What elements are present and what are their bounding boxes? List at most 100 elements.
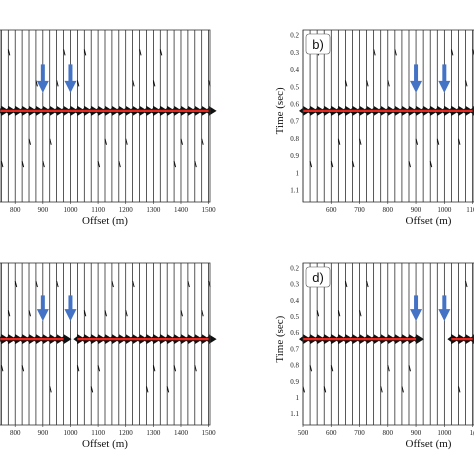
noise-spike: [152, 365, 156, 372]
x-tick-label: 1000: [437, 429, 452, 437]
y-tick-label: 0.9: [290, 152, 299, 160]
y-tick-label: 1.1: [290, 410, 299, 418]
wavelet-trough: [447, 336, 452, 343]
noise-spike: [56, 80, 59, 87]
noise-spike: [111, 280, 114, 288]
noise-spike: [42, 161, 45, 168]
noise-spike: [0, 365, 4, 372]
x-tick-label: 1300: [146, 206, 161, 214]
noise-spike: [366, 280, 369, 288]
noise-spike: [125, 138, 128, 145]
noise-spike: [7, 310, 11, 317]
x-tick-label: 500: [298, 429, 309, 437]
noise-spike: [173, 161, 177, 168]
noise-spike: [359, 310, 362, 317]
x-tick-label: 800: [10, 206, 21, 214]
noise-spike: [194, 161, 197, 168]
noise-spike: [21, 161, 25, 168]
noise-spike: [49, 138, 52, 145]
x-axis-label: Offset (m): [82, 215, 128, 227]
noise-spike: [21, 365, 25, 372]
noise-spike: [90, 386, 94, 393]
x-tick-label: 1400: [174, 429, 189, 437]
x-tick-label: 1000: [63, 429, 78, 437]
panel-label-box: [305, 266, 331, 288]
panel-label: d): [312, 270, 324, 285]
x-tick-label: 700: [354, 429, 365, 437]
x-tick-label: 1000: [437, 206, 452, 214]
noise-spike: [436, 138, 440, 145]
noise-spike: [323, 386, 327, 393]
x-tick-label: 1200: [119, 206, 134, 214]
arrow-head: [64, 80, 77, 93]
x-tick-label: 600: [326, 206, 337, 214]
x-tick-label: 1000: [63, 206, 78, 214]
x-tick-label: 1200: [119, 429, 134, 437]
y-tick-label: 0.3: [290, 49, 299, 57]
noise-spike: [14, 280, 18, 288]
noise-spike: [118, 161, 121, 168]
noise-spike: [201, 138, 204, 145]
noise-spike: [83, 310, 87, 317]
noise-spike: [104, 138, 107, 145]
y-tick-label: 0.3: [290, 281, 299, 289]
y-tick-label: 0.8: [290, 362, 299, 370]
wavelet-mark: [208, 105, 217, 116]
x-tick-label: 1500: [202, 206, 217, 214]
x-tick-label: 800: [383, 206, 394, 214]
y-axis-label: Time (sec): [274, 315, 286, 362]
noise-spike: [35, 280, 38, 288]
noise-spike: [97, 365, 101, 372]
noise-spike: [35, 80, 38, 87]
noise-spike: [97, 161, 101, 168]
noise-spike: [145, 386, 149, 393]
noise-spike: [56, 280, 59, 288]
noise-spike: [359, 138, 362, 145]
x-tick-label: 700: [354, 206, 365, 214]
x-tick-label: 110(: [466, 206, 474, 214]
y-tick-label: 0.5: [290, 83, 299, 91]
noise-spike: [351, 161, 355, 168]
x-tick-label: 1400: [174, 206, 189, 214]
y-tick-label: 0.9: [290, 378, 299, 386]
noise-spike: [28, 138, 31, 145]
noise-spike: [63, 49, 66, 56]
noise-spike: [408, 365, 411, 372]
noise-spike: [457, 138, 461, 145]
x-tick-label: 900: [38, 206, 49, 214]
arrow-head: [64, 309, 77, 322]
noise-spike: [132, 280, 135, 288]
x-tick-label: 900: [411, 429, 422, 437]
wavelet-trough: [73, 336, 78, 343]
noise-spike: [465, 80, 468, 87]
wavelet-trough: [299, 107, 303, 114]
noise-spike: [0, 161, 4, 168]
y-tick-label: 1: [296, 394, 300, 402]
x-tick-label: 900: [38, 429, 49, 437]
axes-frame: [0, 262, 211, 426]
noise-spike: [201, 310, 204, 317]
x-axis-label: Offset (m): [82, 438, 128, 450]
arrow-head: [410, 80, 423, 93]
arrow-head: [438, 80, 451, 93]
noise-spike: [139, 49, 142, 56]
y-tick-label: 0.2: [290, 264, 299, 272]
x-tick-label: 1100: [91, 206, 105, 214]
noise-spike: [429, 161, 433, 168]
noise-spike: [465, 280, 468, 288]
panel-c: 800 900 1000 1100 1200 1300 1400 1500 Offset (m): [0, 262, 217, 450]
noise-spike: [401, 386, 404, 393]
axes-frame: [302, 29, 474, 203]
noise-spike: [159, 49, 163, 56]
wavelet-mark: [63, 334, 72, 345]
noise-spike: [337, 138, 341, 145]
noise-spike: [76, 80, 80, 87]
noise-spike: [104, 310, 107, 317]
noise-spike: [394, 49, 397, 56]
x-axis-label: Offset (m): [406, 215, 452, 227]
x-tick-label: 800: [383, 429, 394, 437]
noise-spike: [76, 365, 80, 372]
y-tick-label: 0.6: [290, 100, 299, 108]
noise-spike: [387, 365, 390, 372]
